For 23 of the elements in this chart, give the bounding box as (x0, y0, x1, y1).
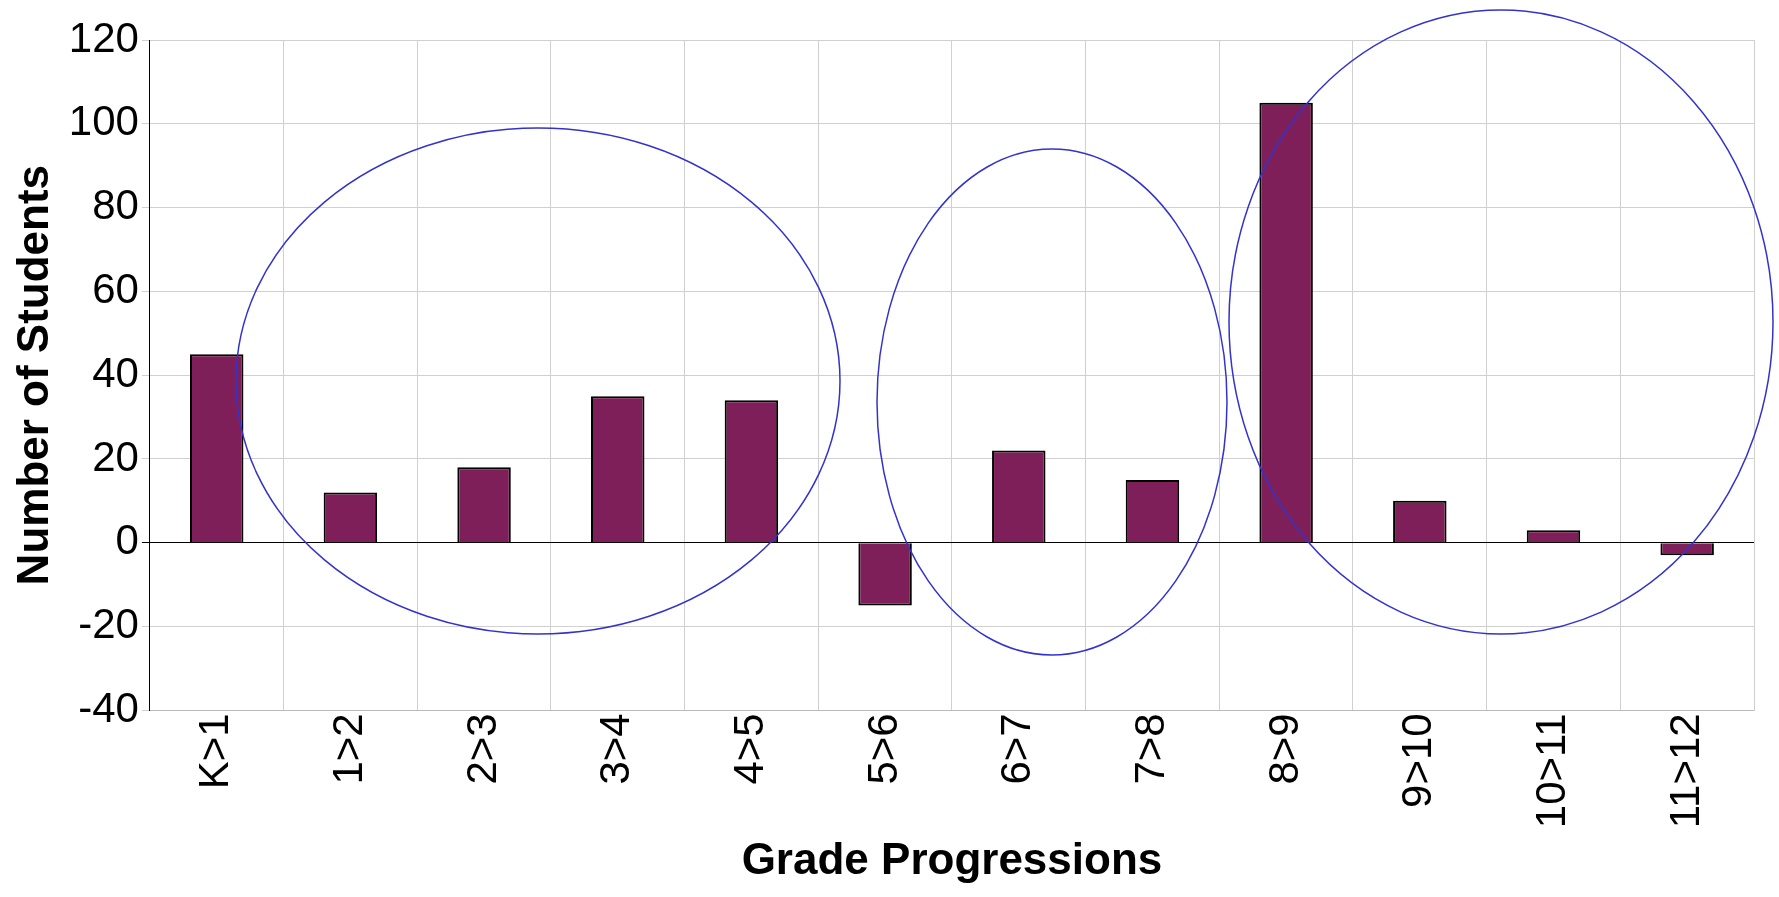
y-tick-label: -20 (78, 600, 139, 648)
x-tick-label: 9>10 (1393, 713, 1441, 808)
y-axis-title: Number of Students (7, 164, 57, 586)
y-tick-label: 20 (92, 432, 139, 480)
x-tick-label: K>1 (190, 713, 238, 790)
y-tick-label: 60 (92, 264, 139, 312)
y-tick-label: -40 (78, 683, 139, 731)
x-tick-label: 10>11 (1527, 713, 1575, 829)
y-tick-label: 0 (115, 516, 139, 564)
x-tick-label: 6>7 (992, 713, 1040, 785)
y-tick-label: 120 (68, 13, 139, 61)
x-axis-title: Grade Progressions (741, 833, 1163, 883)
x-tick-label: 8>9 (1259, 713, 1307, 785)
x-tick-label: 11>12 (1660, 713, 1708, 829)
x-tick-label: 1>2 (323, 713, 371, 785)
x-tick-label: 5>6 (858, 713, 906, 785)
x-tick-label: 7>8 (1126, 713, 1174, 785)
x-tick-label: 4>5 (725, 713, 772, 785)
x-tick-label: 3>4 (591, 713, 639, 785)
y-tick-label: 40 (92, 348, 139, 396)
y-tick-label: 100 (68, 97, 139, 145)
x-tick-label: 2>3 (457, 713, 505, 785)
y-tick-label: 80 (92, 181, 139, 229)
